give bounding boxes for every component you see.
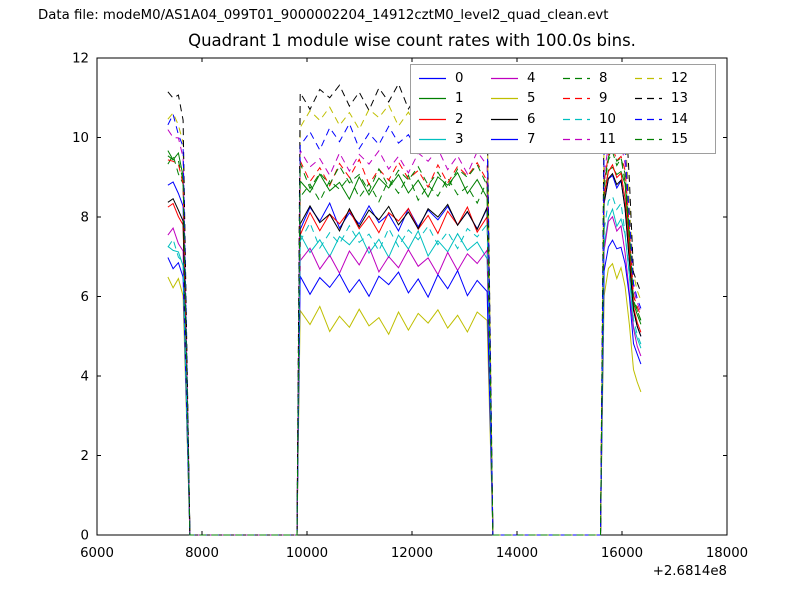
legend-line-sample xyxy=(419,77,446,79)
series-line-0 xyxy=(167,174,642,536)
legend-entry-label: 12 xyxy=(671,70,688,86)
legend-entry-9: 9 xyxy=(563,89,635,110)
x-tick-label: 12000 xyxy=(391,546,433,561)
legend-entry-12: 12 xyxy=(635,68,707,89)
legend-entry-label: 8 xyxy=(599,70,608,86)
series-line-6 xyxy=(167,172,642,536)
y-tick-label: 0 xyxy=(81,529,89,544)
series-line-15 xyxy=(167,150,642,536)
legend-entry-14: 14 xyxy=(635,109,707,130)
legend-line-sample xyxy=(419,139,446,141)
legend-entry-label: 15 xyxy=(671,132,688,148)
legend-entry-15: 15 xyxy=(635,130,707,151)
legend-entry-5: 5 xyxy=(491,89,563,110)
series-line-1 xyxy=(167,150,642,536)
legend-line-sample xyxy=(563,139,590,141)
series-line-3 xyxy=(167,207,642,536)
x-tick-label: 6000 xyxy=(80,546,114,561)
legend-entry-10: 10 xyxy=(563,109,635,130)
legend-entry-label: 7 xyxy=(527,132,536,148)
legend-line-sample xyxy=(635,77,662,79)
y-tick-label: 8 xyxy=(81,211,89,226)
legend-entry-label: 10 xyxy=(599,111,616,127)
legend-line-sample xyxy=(635,118,662,120)
legend-line-sample xyxy=(635,139,662,141)
legend-entry-label: 9 xyxy=(599,91,608,107)
y-tick-label: 12 xyxy=(72,52,89,67)
data-file-annotation: Data file: modeM0/AS1A04_099T01_90000022… xyxy=(38,8,609,23)
series-line-2 xyxy=(167,163,642,536)
legend-entry-label: 4 xyxy=(527,70,536,86)
legend-line-sample xyxy=(419,118,446,120)
series-line-10 xyxy=(167,195,642,536)
x-axis-offset-label: +2.6814e8 xyxy=(652,564,727,579)
x-tick-label: 18000 xyxy=(706,546,748,561)
legend-line-sample xyxy=(563,77,590,79)
legend-entry-6: 6 xyxy=(491,109,563,130)
y-tick-label: 6 xyxy=(81,290,89,305)
legend-entry-label: 1 xyxy=(455,91,464,107)
legend-line-sample xyxy=(491,77,518,79)
x-tick-label: 8000 xyxy=(185,546,219,561)
legend-line-sample xyxy=(563,118,590,120)
legend-entry-label: 14 xyxy=(671,111,688,127)
series-line-11 xyxy=(167,129,642,536)
legend-entry-11: 11 xyxy=(563,130,635,151)
legend-entry-13: 13 xyxy=(635,89,707,110)
legend-line-sample xyxy=(491,118,518,120)
legend-entry-label: 3 xyxy=(455,132,464,148)
legend-entry-4: 4 xyxy=(491,68,563,89)
series-line-5 xyxy=(167,262,642,536)
legend-entry-label: 0 xyxy=(455,70,464,86)
legend-entry-label: 11 xyxy=(599,132,616,148)
legend-line-sample xyxy=(491,139,518,141)
x-tick-label: 10000 xyxy=(286,546,328,561)
legend-line-sample xyxy=(419,98,446,100)
series-line-14 xyxy=(167,112,642,536)
chart-title: Quadrant 1 module wise count rates with … xyxy=(188,31,636,50)
legend-entry-3: 3 xyxy=(419,130,491,151)
legend-entry-7: 7 xyxy=(491,130,563,151)
x-tick-label: 14000 xyxy=(496,546,538,561)
y-tick-label: 10 xyxy=(72,131,89,146)
legend-entry-label: 13 xyxy=(671,91,688,107)
legend-entry-2: 2 xyxy=(419,109,491,130)
y-tick-label: 2 xyxy=(81,449,89,464)
legend-line-sample xyxy=(563,98,590,100)
legend-entry-label: 2 xyxy=(455,111,464,127)
legend-line-sample xyxy=(635,98,662,100)
legend-entry-8: 8 xyxy=(563,68,635,89)
legend-box: 0 1 2 3 4 5 6 7 8 9 10 11 12 13 14 15 xyxy=(410,64,716,154)
legend-entry-1: 1 xyxy=(419,89,491,110)
y-tick-label: 4 xyxy=(81,370,89,385)
series-line-8 xyxy=(167,146,642,536)
legend-entry-label: 5 xyxy=(527,91,536,107)
series-line-7 xyxy=(167,239,642,536)
series-line-4 xyxy=(167,215,642,536)
x-tick-label: 16000 xyxy=(601,546,643,561)
legend-entry-0: 0 xyxy=(419,68,491,89)
legend-entry-label: 6 xyxy=(527,111,536,127)
series-line-9 xyxy=(167,145,642,536)
legend-line-sample xyxy=(491,98,518,100)
series-line-12 xyxy=(167,98,642,536)
